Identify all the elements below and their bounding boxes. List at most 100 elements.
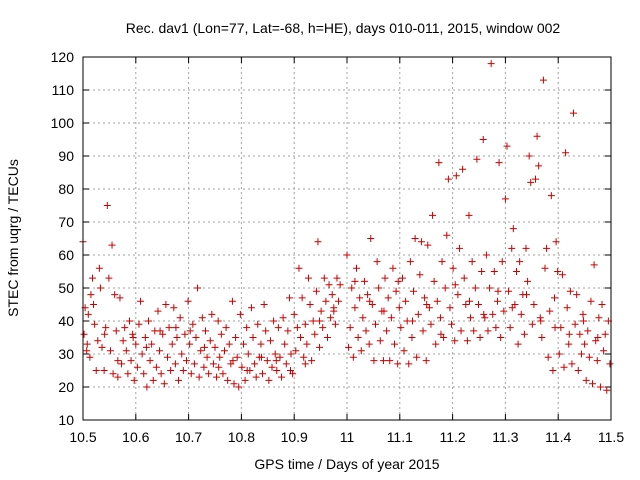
data-point [394, 277, 402, 285]
data-point [121, 324, 129, 332]
data-point [351, 277, 359, 285]
data-point [162, 301, 170, 308]
data-point [463, 337, 471, 345]
data-point [333, 274, 341, 282]
data-point [497, 334, 505, 341]
data-point [443, 231, 451, 239]
data-point [584, 327, 592, 335]
data-point [200, 343, 208, 351]
x-tick-label: 10.6 [122, 429, 149, 445]
data-point [480, 310, 488, 318]
data-point [590, 261, 598, 269]
x-tick-label: 11 [340, 429, 355, 445]
data-point [547, 192, 555, 200]
data-point [444, 175, 452, 183]
data-point [142, 343, 150, 351]
data-point [325, 281, 333, 289]
data-point [221, 347, 229, 355]
data-point [229, 357, 237, 365]
data-point [114, 357, 122, 365]
data-point [348, 284, 356, 292]
x-tick-label: 10.9 [281, 429, 308, 445]
data-point [194, 284, 202, 292]
data-point [108, 241, 116, 249]
data-point [179, 367, 187, 374]
data-point [594, 334, 602, 341]
data-point [230, 380, 238, 388]
data-point [129, 334, 137, 341]
data-point [133, 363, 141, 371]
x-tick-label: 10.7 [175, 429, 202, 445]
data-point [102, 324, 110, 332]
data-point [494, 287, 502, 295]
data-point [356, 294, 364, 302]
data-point [301, 320, 309, 328]
y-tick-label: 50 [58, 280, 74, 296]
data-point [577, 350, 585, 358]
data-point [490, 268, 498, 275]
data-point [476, 334, 484, 341]
data-point [595, 314, 603, 322]
data-point [331, 320, 339, 328]
data-point [178, 350, 186, 358]
data-point [103, 202, 111, 209]
data-point [224, 376, 232, 384]
data-point [87, 291, 95, 299]
data-point [473, 155, 481, 163]
data-point [376, 337, 384, 345]
data-point [189, 320, 197, 328]
data-point [157, 370, 165, 378]
data-point [190, 360, 198, 368]
data-point [243, 367, 251, 374]
data-point [551, 294, 559, 302]
data-point [503, 142, 511, 150]
data-point [560, 363, 568, 371]
data-point [125, 317, 133, 325]
data-point [520, 330, 528, 338]
data-point [225, 340, 233, 348]
data-point [600, 347, 608, 355]
data-point [566, 287, 574, 295]
data-point [384, 294, 392, 302]
data-point [312, 287, 320, 295]
data-point [132, 340, 140, 348]
data-point [306, 301, 314, 308]
data-point [481, 314, 489, 322]
data-point [92, 367, 100, 374]
data-point [129, 330, 137, 338]
data-point [316, 317, 324, 325]
data-point [287, 350, 295, 358]
x-tick-label: 11.4 [545, 429, 571, 445]
data-point [451, 281, 459, 289]
data-point [122, 347, 130, 355]
data-point [506, 324, 514, 332]
data-point [114, 373, 122, 381]
data-point [251, 360, 259, 368]
data-point [387, 314, 395, 322]
data-point [217, 330, 225, 338]
data-point [551, 324, 559, 332]
data-point [322, 297, 330, 305]
data-point [394, 360, 402, 368]
data-point [357, 347, 365, 355]
data-point [213, 373, 221, 381]
data-point [549, 367, 557, 374]
data-point [316, 343, 324, 351]
data-point [101, 330, 109, 338]
data-point [530, 301, 538, 308]
data-point [459, 165, 467, 173]
data-point [562, 149, 570, 157]
data-point [397, 324, 405, 332]
data-point [422, 357, 430, 365]
data-point [500, 307, 508, 315]
data-point [414, 310, 422, 318]
data-point [492, 324, 500, 332]
data-point [247, 304, 255, 312]
data-point [555, 350, 563, 358]
data-point [391, 340, 399, 348]
data-point [309, 317, 317, 325]
data-point [304, 274, 312, 282]
data-point [467, 314, 475, 322]
data-point [601, 330, 609, 338]
data-point [116, 294, 124, 302]
